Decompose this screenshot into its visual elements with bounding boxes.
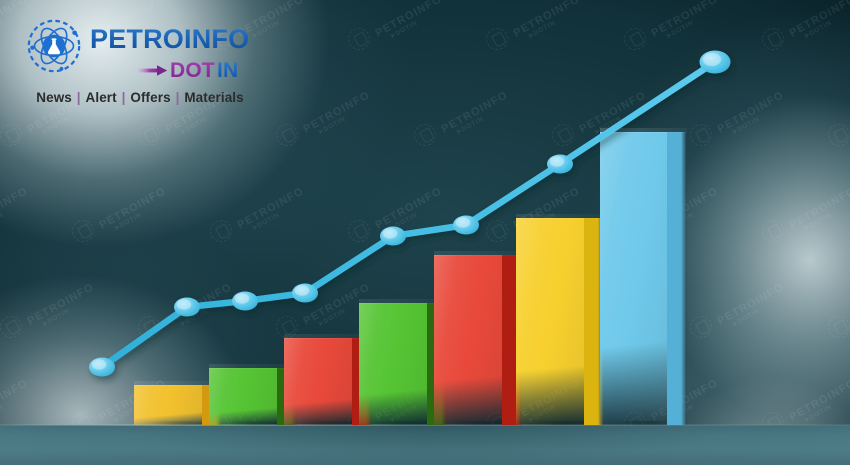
bar-top-face bbox=[434, 251, 522, 256]
bar-top-face bbox=[359, 299, 447, 304]
bar-front-face bbox=[284, 338, 352, 425]
bar-gloss bbox=[134, 385, 202, 425]
atom-flask-logo-icon bbox=[27, 19, 81, 73]
trend-line-path-group bbox=[89, 50, 731, 377]
brand-subwordmark: DOT IN bbox=[138, 60, 238, 81]
bar-front-face bbox=[434, 255, 502, 425]
trend-marker-highlight bbox=[91, 359, 107, 370]
bar-top-face bbox=[516, 214, 604, 219]
tagline-separator: | bbox=[72, 90, 85, 105]
bar-front-face bbox=[600, 132, 667, 425]
brand-tagline: News | Alert | Offers | Materials bbox=[34, 90, 246, 105]
bar-top-face bbox=[134, 381, 222, 386]
trend-line bbox=[98, 58, 719, 371]
floor-shading bbox=[0, 425, 850, 465]
trend-marker-highlight bbox=[294, 285, 310, 296]
bar-top-face bbox=[600, 128, 687, 133]
bar-5 bbox=[434, 251, 522, 433]
bar-side-face bbox=[667, 132, 687, 425]
bar-front-face bbox=[516, 218, 584, 425]
trend-marker-highlight bbox=[234, 293, 250, 304]
trend-marker-highlight bbox=[455, 217, 471, 228]
bar-top-face bbox=[284, 334, 372, 339]
trend-marker-highlight bbox=[176, 299, 192, 310]
tagline-item-offers[interactable]: Offers bbox=[130, 90, 171, 105]
bar-front-face bbox=[359, 303, 427, 425]
bar-7 bbox=[600, 128, 687, 433]
bar-front-face bbox=[209, 368, 277, 425]
brand-logo[interactable]: PETROINFO DOT IN News | Alert | Offers | … bbox=[20, 12, 250, 105]
arrow-right-icon bbox=[138, 65, 168, 76]
tagline-item-materials[interactable]: Materials bbox=[184, 90, 244, 105]
bar-4 bbox=[359, 299, 447, 433]
bar-gloss bbox=[284, 338, 352, 425]
bar-side-face bbox=[584, 218, 604, 425]
bar-gloss bbox=[516, 218, 584, 425]
tagline-item-news[interactable]: News bbox=[36, 90, 72, 105]
floor-horizon-line bbox=[0, 424, 850, 426]
bar-front-face bbox=[134, 385, 202, 425]
trend-marker-highlight bbox=[549, 156, 565, 167]
bar-gloss bbox=[359, 303, 427, 425]
tagline-separator: | bbox=[117, 90, 130, 105]
brand-dot-text: DOT bbox=[170, 59, 215, 82]
bar-gloss bbox=[434, 255, 502, 425]
brand-name: PETROINFO bbox=[90, 24, 250, 54]
tagline-item-alert[interactable]: Alert bbox=[85, 90, 117, 105]
trend-marker-highlight bbox=[382, 228, 398, 239]
trend-marker-highlight bbox=[703, 53, 721, 66]
bar-gloss bbox=[600, 132, 667, 425]
bar-top-face bbox=[209, 364, 297, 369]
brand-in-text: IN bbox=[216, 59, 239, 82]
brand-wordmark: PETROINFO bbox=[90, 26, 249, 53]
tagline-separator: | bbox=[171, 90, 184, 105]
floor-plane bbox=[0, 425, 850, 465]
bar-gloss bbox=[209, 368, 277, 425]
bar-6 bbox=[516, 214, 604, 433]
